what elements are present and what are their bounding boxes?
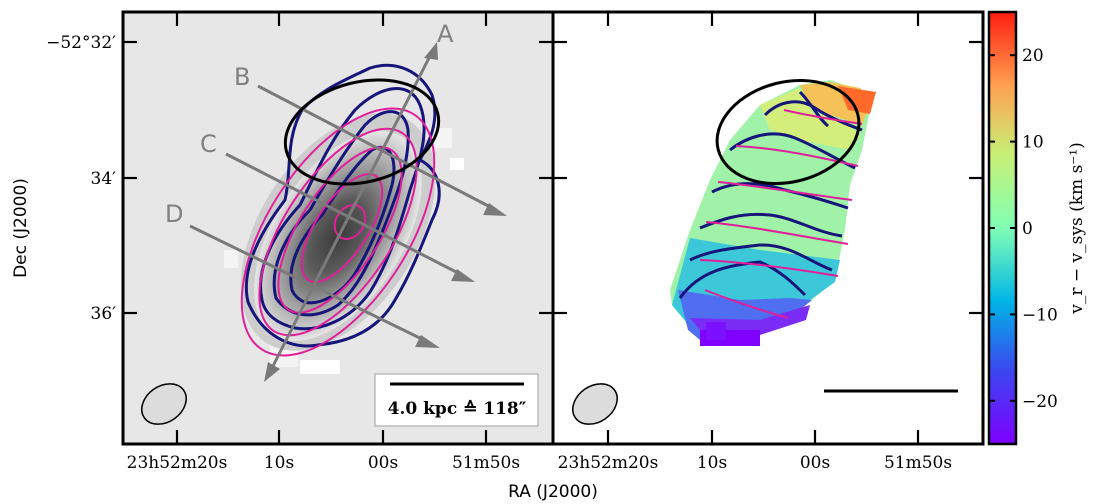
cut-label-b: B: [234, 63, 250, 91]
cut-line-b: [257, 84, 497, 212]
colorbar-tick-label: −20: [1022, 392, 1058, 412]
left-panel: A B C D 4.0 kpc ≙ 118″: [121, 10, 555, 446]
colorbar-tick-label: 0: [1022, 219, 1033, 239]
colorbar-ticks: 20 10 0 −10 −20: [989, 46, 1058, 412]
region-ellipse-right: [715, 78, 861, 186]
cut-b-arrowhead: [483, 203, 507, 216]
x-tick-label: 23h52m20s: [127, 453, 228, 473]
colorbar: 20 10 0 −10 −20 v_r − v_sys (km s⁻¹): [987, 10, 1087, 446]
x-tick-label: 10s: [697, 453, 727, 473]
x-tick-label: 00s: [368, 453, 398, 473]
magenta-contours: [240, 107, 436, 357]
cut-a-arrowhead-end: [264, 362, 280, 382]
x-axis-label: RA (J2000): [508, 482, 598, 502]
colorbar-tick-label: 10: [1022, 133, 1044, 153]
cut-label-c: C: [200, 130, 217, 158]
x-tick-label: 51m50s: [884, 453, 952, 473]
velocity-contours-magenta: [699, 109, 863, 319]
blue-contours: [244, 63, 441, 348]
right-panel-frame: [551, 10, 985, 446]
x-tick-label: 00s: [800, 453, 830, 473]
colorbar-tick-label: −10: [1022, 305, 1058, 325]
scale-bar-label: 4.0 kpc ≙ 118″: [388, 399, 527, 419]
y-tick-label: 34′: [91, 169, 117, 189]
velocity-field: [670, 80, 876, 346]
right-panel: [551, 10, 985, 446]
y-tick-label: −52°32′: [46, 33, 116, 53]
pixel-noise: [224, 128, 464, 374]
cut-lines: [189, 42, 507, 382]
colorbar-label: v_r − v_sys (km s⁻¹): [1067, 142, 1087, 314]
y-tick-label: 36′: [91, 304, 117, 324]
cut-d-arrowhead: [415, 335, 440, 348]
tick-marks: [123, 12, 983, 444]
x-tick-label: 10s: [264, 453, 294, 473]
cut-a-arrowhead-start: [424, 42, 438, 60]
cut-label-a: A: [437, 20, 454, 48]
cut-line-c: [225, 152, 465, 278]
y-axis-label: Dec (J2000): [11, 178, 31, 278]
x-tick-label: 23h52m20s: [558, 453, 659, 473]
cut-line-d: [189, 224, 429, 344]
x-tick-label: 51m50s: [452, 453, 520, 473]
region-ellipse: [283, 78, 441, 186]
cut-label-d: D: [165, 200, 183, 228]
cut-line-a: [270, 51, 434, 369]
cut-c-arrowhead: [451, 269, 475, 282]
colorbar-tick-label: 20: [1022, 46, 1044, 66]
beam-ellipse-right: [572, 383, 618, 425]
beam-ellipse: [141, 383, 187, 425]
